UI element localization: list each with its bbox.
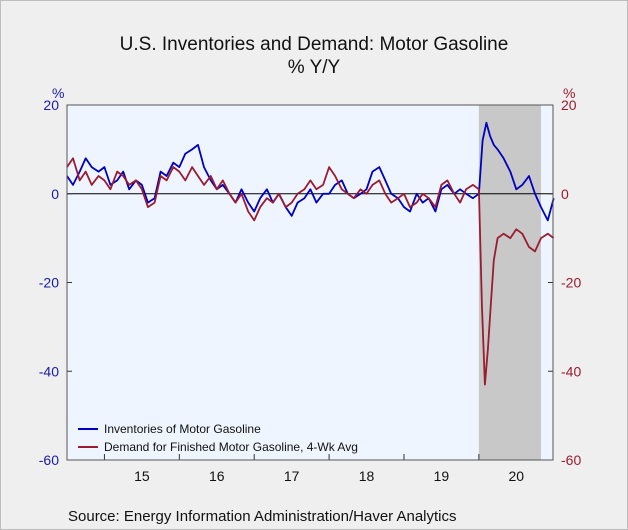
y-right-tick-label: 0 (561, 186, 569, 202)
y-left-tick-label: 0 (51, 186, 59, 202)
legend-label-demand: Demand for Finished Motor Gasoline, 4-Wk… (104, 440, 358, 454)
series-line-inventories (66, 121, 555, 222)
chart-title: U.S. Inventories and Demand: Motor Gasol… (119, 34, 509, 55)
y-right-tick-label: -60 (561, 452, 581, 468)
x-tick-label: 20 (509, 468, 525, 484)
y-left-tick-label: -20 (39, 275, 59, 291)
legend: Inventories of Motor Gasoline Demand for… (78, 422, 358, 454)
y-right-unit: % (563, 85, 575, 101)
series-line-demand (66, 157, 555, 386)
y-right-tick-label: 20 (561, 97, 577, 113)
axis-ticks: 20 20 0 0 -20 -20 -40 -40 -60 -60 15 16 17 18 19 20 (39, 97, 582, 484)
chart-subtitle: % Y/Y (287, 57, 341, 78)
y-left-tick-label: -60 (39, 452, 59, 468)
y-left-tick-label: 20 (43, 97, 59, 113)
y-right-tick-label: -20 (561, 275, 581, 291)
y-left-tick-label: -40 (39, 363, 59, 379)
y-left-unit: % (52, 85, 64, 101)
x-tick-label: 19 (434, 468, 450, 484)
x-tick-label: 18 (359, 468, 375, 484)
legend-label-inventories: Inventories of Motor Gasoline (104, 422, 261, 436)
source-note: Source: Energy Information Administratio… (68, 508, 457, 525)
series-lines (66, 121, 555, 386)
x-tick-label: 15 (134, 468, 150, 484)
recession-shade (478, 105, 542, 460)
y-right-tick-label: -40 (561, 363, 581, 379)
plot-border (66, 104, 554, 461)
plot-area (66, 104, 554, 461)
x-tick-label: 16 (209, 468, 225, 484)
x-tick-label: 17 (284, 468, 300, 484)
